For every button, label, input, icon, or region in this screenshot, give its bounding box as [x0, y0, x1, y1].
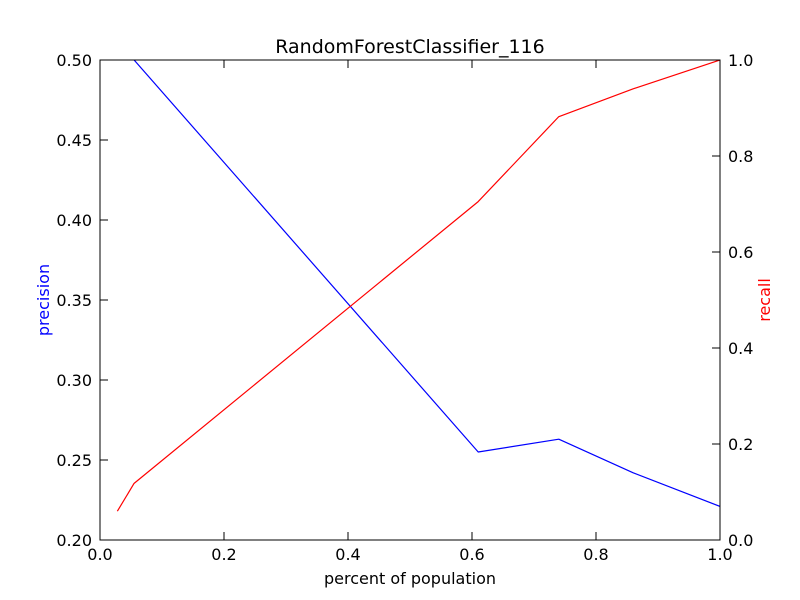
- y-tick-label-left: 0.40: [56, 211, 92, 230]
- y-tick-label-left: 0.35: [56, 291, 92, 310]
- x-tick-label: 0.2: [211, 545, 236, 564]
- ticks-layer: 0.0 0.2 0.4 0.6 0.8 1.0 0.20 0.25 0.30 0.35 0.40 0.…: [56, 51, 753, 564]
- x-tick-label: 0.8: [583, 545, 608, 564]
- y-tick-label-left: 0.20: [56, 531, 92, 550]
- plot-background: [100, 60, 720, 540]
- y-tick-label-left: 0.30: [56, 371, 92, 390]
- x-axis-label: percent of population: [324, 569, 496, 588]
- chart-title: RandomForestClassifier_116: [275, 36, 544, 58]
- y-tick-label-left: 0.45: [56, 131, 92, 150]
- y-tick-label-left: 0.50: [56, 51, 92, 70]
- y-tick-label-left: 0.25: [56, 451, 92, 470]
- y-tick-label-right: 0.4: [728, 339, 753, 358]
- y-axis-label-right: recall: [755, 278, 774, 322]
- series-layer: [116, 60, 720, 512]
- y-axis-label-left: precision: [34, 264, 53, 336]
- precision-line: [133, 60, 720, 507]
- x-tick-label: 1.0: [707, 545, 732, 564]
- x-tick-label: 0.6: [459, 545, 484, 564]
- x-tick-label: 0.4: [335, 545, 360, 564]
- recall-line: [116, 60, 720, 512]
- y-tick-label-right: 0.2: [728, 435, 753, 454]
- y-tick-label-right: 1.0: [728, 51, 753, 70]
- y-tick-label-right: 0.8: [728, 147, 753, 166]
- x-tick-label: 0.0: [87, 545, 112, 564]
- y-tick-label-right: 0.6: [728, 243, 753, 262]
- y-tick-label-right: 0.0: [728, 531, 753, 550]
